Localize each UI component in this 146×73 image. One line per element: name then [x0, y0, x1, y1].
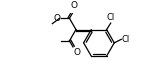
- Text: Cl: Cl: [122, 35, 130, 44]
- Text: O: O: [73, 48, 80, 57]
- Text: Cl: Cl: [107, 13, 115, 22]
- Text: O: O: [70, 1, 77, 9]
- Text: O: O: [53, 14, 60, 23]
